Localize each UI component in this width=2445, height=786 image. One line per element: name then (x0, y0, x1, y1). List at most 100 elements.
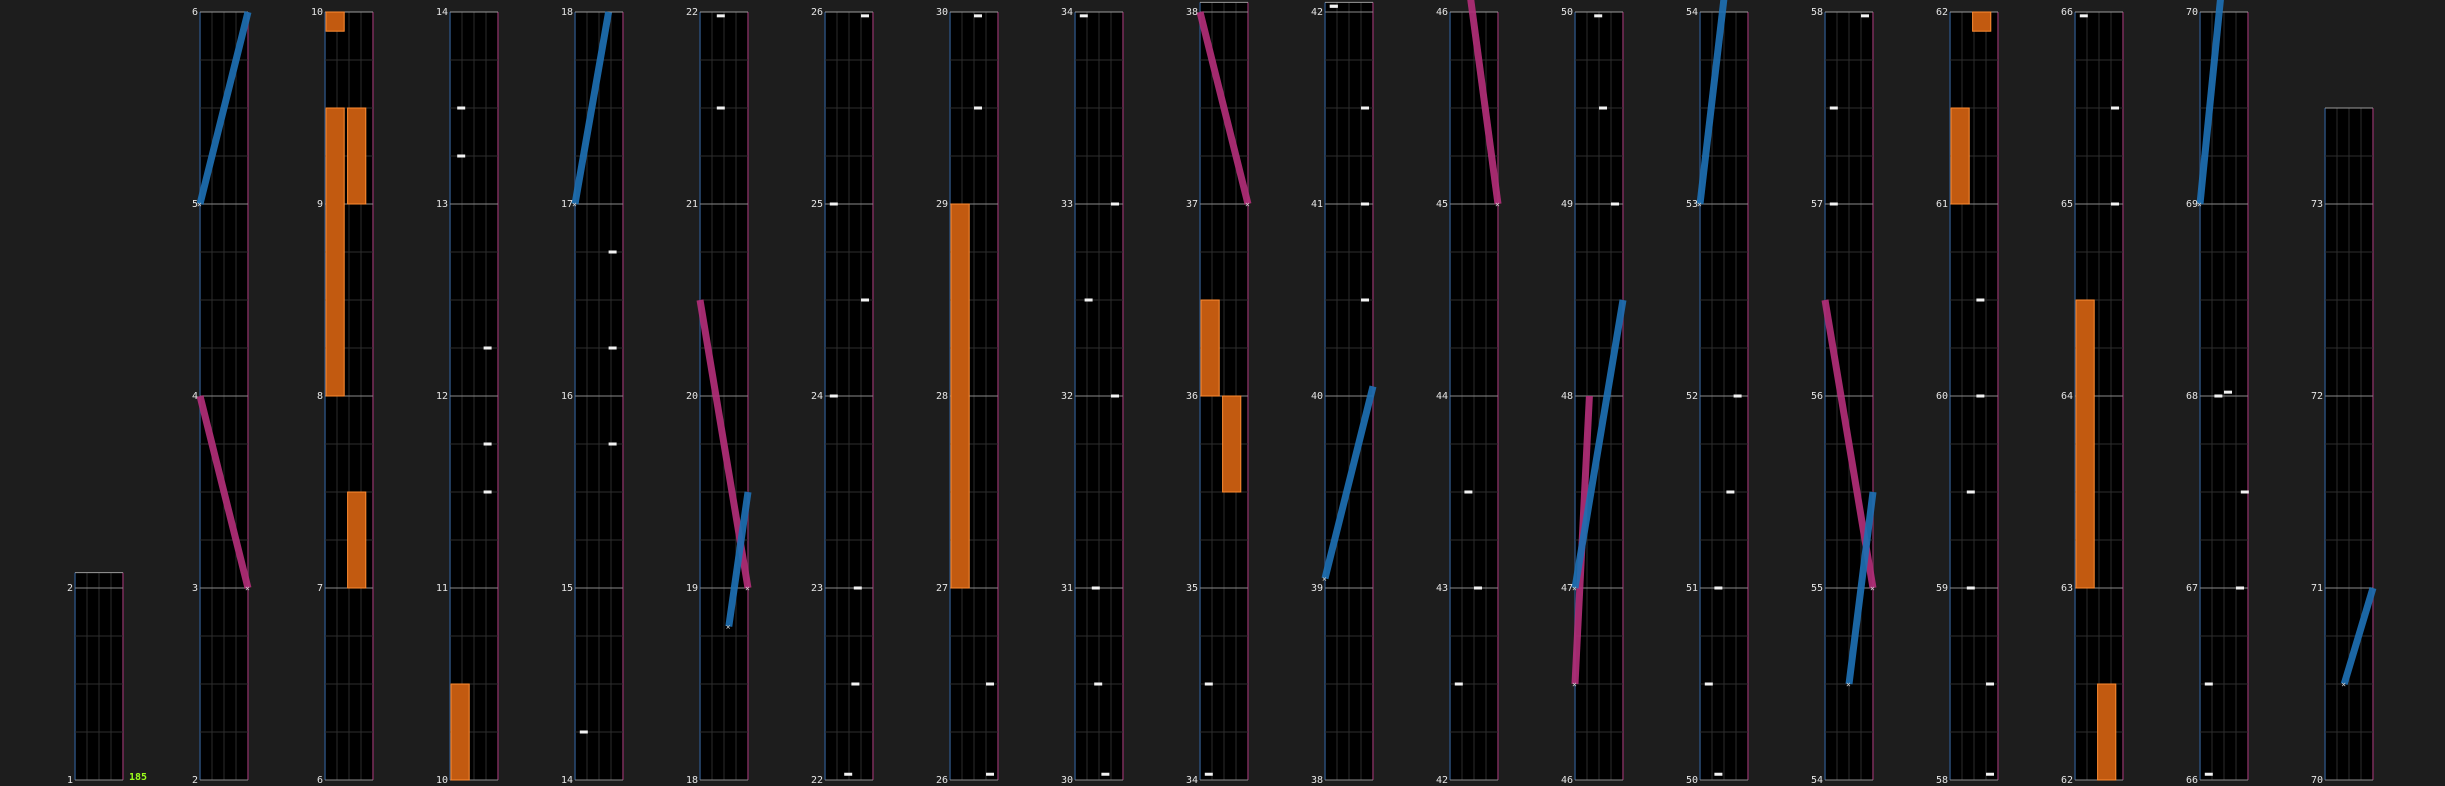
slide-anchor-icon: × (1572, 584, 1577, 593)
hold-note (1200, 299, 1220, 397)
tap-note (1084, 298, 1093, 302)
measure-label: 58 (1811, 7, 1823, 18)
measure-label: 53 (1686, 199, 1698, 210)
measure-label: 45 (1436, 199, 1448, 210)
measure-label: 17 (561, 199, 573, 210)
measure-label: 8 (317, 391, 323, 402)
slide-anchor-icon: × (726, 622, 731, 631)
tap-note (1714, 772, 1723, 776)
measure-label: 46 (1561, 775, 1573, 786)
tap-note (1204, 772, 1213, 776)
blue-slide-note (2196, 0, 2224, 205)
hold-note (325, 107, 345, 397)
measure-label: 49 (1561, 199, 1573, 210)
measure-label: 38 (1186, 7, 1198, 18)
tap-note (2204, 682, 2213, 686)
tap-note (716, 106, 725, 110)
pink-slide-note (196, 395, 252, 589)
tap-note (1714, 586, 1723, 590)
measure-label: 59 (1936, 583, 1948, 594)
measure-label: 54 (1686, 7, 1698, 18)
measure-label: 27 (936, 583, 948, 594)
tap-note (861, 14, 869, 18)
measure-label: 44 (1436, 391, 1448, 402)
measure-label: 22 (686, 7, 698, 18)
measure-label: 26 (936, 775, 948, 786)
measure-label: 70 (2186, 7, 2198, 18)
hold-note (1950, 107, 1970, 205)
measure-label: 70 (2311, 775, 2323, 786)
hold-note (450, 683, 470, 781)
tap-note (1976, 298, 1985, 302)
tap-note (483, 490, 492, 494)
hold-note (2075, 299, 2095, 589)
measure-label: 13 (436, 199, 448, 210)
measure-label: 71 (2311, 583, 2323, 594)
measure-label: 66 (2186, 775, 2198, 786)
tap-note (1861, 14, 1869, 18)
measure-label: 29 (936, 199, 948, 210)
hold-note (1222, 395, 1242, 493)
tap-note (853, 586, 862, 590)
blue-slide-note (571, 11, 613, 205)
tap-note (1079, 14, 1088, 18)
tap-note (1986, 772, 1994, 776)
measure-label: 6 (317, 775, 323, 786)
measure-label: 16 (561, 391, 573, 402)
slide-anchor-icon: × (197, 200, 202, 209)
tap-note (1204, 682, 1213, 686)
measure-label: 56 (1811, 391, 1823, 402)
slide-anchor-icon: × (2197, 200, 2202, 209)
tap-note (1094, 682, 1103, 686)
hold-note (325, 11, 345, 32)
measure-label: 12 (436, 391, 448, 402)
measure-label: 11 (436, 583, 448, 594)
blue-slide-note (1696, 0, 1728, 205)
slide-anchor-icon: × (572, 200, 577, 209)
measure-label: 1 (67, 775, 73, 786)
measure-label: 37 (1186, 199, 1198, 210)
tap-note (1704, 682, 1713, 686)
measure-label: 68 (2186, 391, 2198, 402)
measure-label: 22 (811, 775, 823, 786)
tap-note (2214, 394, 2223, 398)
measure-label: 32 (1061, 391, 1073, 402)
tap-note (608, 442, 617, 446)
measure-label: 64 (2061, 391, 2073, 402)
hold-note (2097, 683, 2117, 781)
measure-label: 2 (192, 775, 198, 786)
measure-label: 55 (1811, 583, 1823, 594)
tap-note (1361, 202, 1369, 206)
blue-slide-note (1321, 385, 1377, 580)
measure-label: 46 (1436, 7, 1448, 18)
slide-anchor-icon: × (745, 584, 750, 593)
measure-label: 54 (1811, 775, 1823, 786)
measure-label: 15 (561, 583, 573, 594)
measure-label: 52 (1686, 391, 1698, 402)
tap-note (1111, 394, 1119, 398)
tap-note (483, 346, 492, 350)
measure-label: 6 (192, 7, 198, 18)
hold-note (950, 203, 970, 589)
measure-label: 43 (1436, 583, 1448, 594)
slide-anchor-icon: × (1572, 680, 1577, 689)
measure-label: 34 (1186, 775, 1198, 786)
blue-slide-note (2340, 586, 2377, 686)
measure-label: 7 (317, 583, 323, 594)
measure-label: 9 (317, 199, 323, 210)
measure-label: 72 (2311, 391, 2323, 402)
tap-note (608, 346, 617, 350)
measure-label: 3 (192, 583, 198, 594)
measure-label: 30 (936, 7, 948, 18)
tap-note (1829, 202, 1838, 206)
tap-note (1976, 394, 1985, 398)
measure-label: 5 (192, 199, 198, 210)
measure-label: 18 (686, 775, 698, 786)
measure-label: 20 (686, 391, 698, 402)
tap-note (1464, 490, 1473, 494)
measure-label: 58 (1936, 775, 1948, 786)
measure-label: 51 (1686, 583, 1698, 594)
slide-anchor-icon: × (1870, 584, 1875, 593)
tap-note (457, 154, 466, 158)
